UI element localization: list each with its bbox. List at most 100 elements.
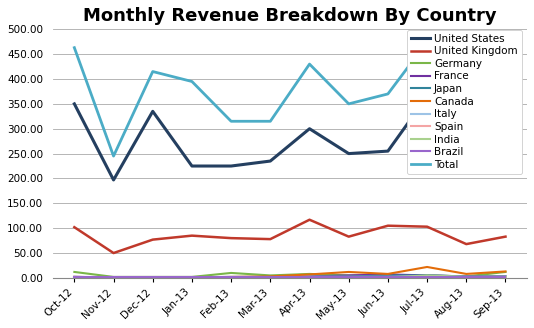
France xyxy=(345,274,352,277)
India xyxy=(150,276,156,279)
Total xyxy=(463,87,469,91)
France xyxy=(228,276,234,279)
Spain xyxy=(463,275,469,279)
Italy xyxy=(307,275,313,279)
Line: Japan: Japan xyxy=(74,276,506,277)
France xyxy=(189,276,195,279)
Spain xyxy=(111,276,117,279)
Brazil xyxy=(228,276,234,279)
India xyxy=(267,276,273,279)
Italy xyxy=(150,276,156,279)
United States xyxy=(345,152,352,155)
Total xyxy=(502,77,509,81)
United States xyxy=(424,94,430,98)
Line: India: India xyxy=(74,276,506,277)
United Kingdom xyxy=(71,225,77,229)
India xyxy=(307,276,313,279)
Brazil xyxy=(150,276,156,279)
Spain xyxy=(150,276,156,279)
United Kingdom xyxy=(384,224,391,228)
France xyxy=(111,276,117,279)
Italy xyxy=(189,276,195,279)
Italy xyxy=(267,276,273,279)
United States xyxy=(189,164,195,168)
United States xyxy=(111,178,117,182)
Line: United Kingdom: United Kingdom xyxy=(74,220,506,253)
Japan xyxy=(424,274,430,277)
Canada xyxy=(424,265,430,269)
Canada xyxy=(384,272,391,276)
Italy xyxy=(424,275,430,278)
Canada xyxy=(345,270,352,274)
Italy xyxy=(228,276,234,279)
Spain xyxy=(71,276,77,279)
Title: Monthly Revenue Breakdown By Country: Monthly Revenue Breakdown By Country xyxy=(83,7,497,25)
United States xyxy=(463,129,469,133)
France xyxy=(424,274,430,277)
Italy xyxy=(71,276,77,279)
United States xyxy=(150,109,156,113)
Canada xyxy=(150,276,156,279)
France xyxy=(384,273,391,277)
Legend: United States, United Kingdom, Germany, France, Japan, Canada, Italy, Spain, Ind: United States, United Kingdom, Germany, … xyxy=(407,30,522,174)
Canada xyxy=(189,276,195,279)
Japan xyxy=(307,275,313,278)
Total xyxy=(424,40,430,44)
Japan xyxy=(502,275,509,278)
Germany xyxy=(384,274,391,277)
Brazil xyxy=(463,276,469,279)
Total xyxy=(228,119,234,123)
Japan xyxy=(228,275,234,279)
India xyxy=(71,276,77,279)
Italy xyxy=(463,275,469,279)
Brazil xyxy=(424,276,430,279)
France xyxy=(71,275,77,279)
Spain xyxy=(502,275,509,279)
Canada xyxy=(71,275,77,279)
Brazil xyxy=(384,276,391,279)
France xyxy=(307,275,313,278)
Brazil xyxy=(267,276,273,279)
Italy xyxy=(502,275,509,279)
Total xyxy=(307,62,313,66)
United States xyxy=(267,159,273,163)
Japan xyxy=(463,275,469,278)
Line: United States: United States xyxy=(74,96,506,180)
Spain xyxy=(228,276,234,279)
India xyxy=(384,276,391,279)
United States xyxy=(384,149,391,153)
Spain xyxy=(424,275,430,279)
India xyxy=(189,276,195,279)
Japan xyxy=(345,275,352,278)
Brazil xyxy=(111,276,117,279)
Italy xyxy=(345,275,352,279)
Germany xyxy=(345,274,352,277)
France xyxy=(463,275,469,278)
Japan xyxy=(150,276,156,279)
Japan xyxy=(384,274,391,277)
Japan xyxy=(189,276,195,279)
Canada xyxy=(111,276,117,279)
Canada xyxy=(267,275,273,278)
Germany xyxy=(111,275,117,279)
Line: Canada: Canada xyxy=(74,267,506,277)
France xyxy=(502,275,509,278)
United States xyxy=(71,102,77,106)
United States xyxy=(307,127,313,131)
India xyxy=(228,276,234,279)
United Kingdom xyxy=(189,234,195,237)
Line: France: France xyxy=(74,275,506,277)
France xyxy=(267,276,273,279)
Japan xyxy=(111,276,117,279)
Italy xyxy=(384,275,391,279)
Spain xyxy=(267,276,273,279)
Spain xyxy=(189,276,195,279)
Germany xyxy=(267,274,273,277)
Total xyxy=(150,70,156,73)
Line: Total: Total xyxy=(74,42,506,156)
India xyxy=(424,274,430,277)
India xyxy=(111,276,117,279)
Brazil xyxy=(345,276,352,279)
Germany xyxy=(189,275,195,279)
Germany xyxy=(228,271,234,275)
